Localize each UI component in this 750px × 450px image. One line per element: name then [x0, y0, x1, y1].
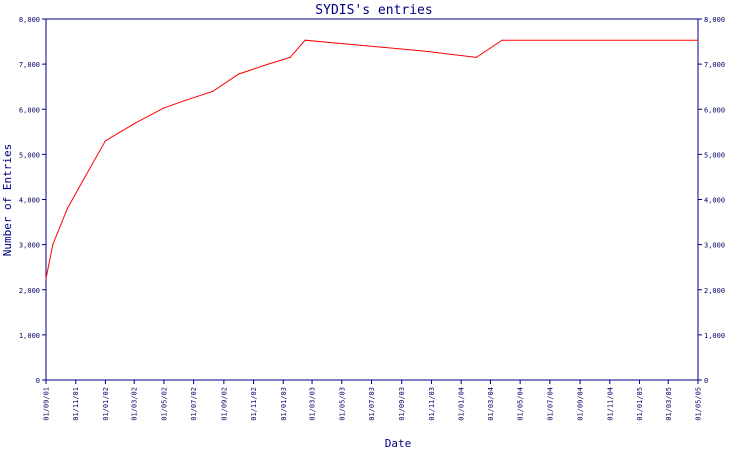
data-point [66, 207, 69, 210]
series-line [45, 39, 698, 279]
y-tick-label-right: 3,000 [704, 242, 725, 250]
y-tick-label-right: 7,000 [704, 61, 725, 69]
y-tick-label-left: 2,000 [19, 287, 40, 295]
y-tick-label-left: 8,000 [19, 16, 40, 24]
y-tick-label-right: 8,000 [704, 16, 725, 24]
x-tick-label: 01/03/02 [131, 387, 139, 421]
data-point [52, 244, 54, 246]
x-tick-label: 01/01/03 [280, 387, 288, 421]
y-tick-label-left: 3,000 [19, 242, 40, 250]
y-tick-label-right: 2,000 [704, 287, 725, 295]
x-tick-label: 01/09/01 [43, 387, 51, 421]
x-tick-label: 01/07/02 [190, 387, 198, 421]
y-tick-label-left: 1,000 [19, 332, 40, 340]
data-point [212, 90, 214, 92]
data-point [333, 42, 335, 44]
x-tick-label: 01/05/04 [517, 387, 525, 421]
x-tick-label: 01/05/02 [160, 387, 168, 421]
y-tick-label-right: 5,000 [704, 151, 725, 159]
data-point [45, 277, 47, 280]
data-point [185, 99, 187, 101]
x-tick-label: 01/01/02 [102, 387, 110, 421]
chart-title: SYDIS's entries [315, 3, 432, 18]
x-axis: 01/09/01 01/11/01 01/01/02 01/03/02 01/05/02… [43, 380, 703, 421]
x-tick-label: 01/03/05 [665, 387, 673, 421]
data-point [163, 107, 165, 109]
data-point [304, 39, 306, 41]
y-tick-label-right: 0 [704, 377, 708, 385]
y-tick-label-left: 7,000 [19, 61, 40, 69]
y-tick-label-left: 6,000 [19, 106, 40, 114]
data-point [289, 56, 291, 58]
data-point [501, 39, 503, 41]
x-tick-label: 01/01/04 [458, 387, 466, 421]
x-tick-label: 01/01/05 [636, 387, 644, 421]
y-tick-label-left: 5,000 [19, 151, 40, 159]
x-tick-label: 01/05/03 [338, 387, 346, 421]
data-point [237, 73, 240, 75]
y-tick-label-right: 6,000 [704, 106, 725, 114]
x-tick-label: 01/03/04 [487, 387, 495, 421]
x-tick-label: 01/03/03 [309, 387, 317, 421]
x-tick-label: 01/09/03 [398, 387, 406, 421]
data-point [133, 123, 135, 125]
x-axis-title: Date [385, 437, 412, 450]
x-tick-label: 01/07/04 [546, 387, 554, 421]
x-tick-label: 01/09/02 [220, 387, 228, 421]
x-tick-label: 01/11/02 [250, 387, 258, 421]
y-axis-title: Number of Entries [1, 144, 14, 257]
data-point [422, 50, 424, 52]
y-axis: 0 0 1,000 1,000 2,000 2,000 3,000 3,000 4,000 4,0… [19, 16, 725, 385]
data-point [84, 176, 86, 178]
y-tick-label-left: 4,000 [19, 197, 40, 205]
data-point [697, 39, 699, 41]
x-tick-label: 01/11/01 [72, 387, 80, 421]
x-tick-label: 01/11/03 [428, 387, 436, 421]
y-tick-label-right: 1,000 [704, 332, 725, 340]
x-tick-label: 01/09/04 [577, 387, 585, 421]
x-tick-label: 01/11/04 [606, 387, 614, 421]
data-point [267, 63, 269, 65]
y-tick-label-left: 0 [36, 377, 40, 385]
series-layer [45, 39, 699, 280]
data-point [475, 56, 477, 58]
data-point [104, 140, 107, 142]
x-tick-label: 01/05/05 [695, 387, 703, 421]
y-tick-label-right: 4,000 [704, 197, 725, 205]
x-tick-label: 01/07/03 [368, 387, 376, 421]
